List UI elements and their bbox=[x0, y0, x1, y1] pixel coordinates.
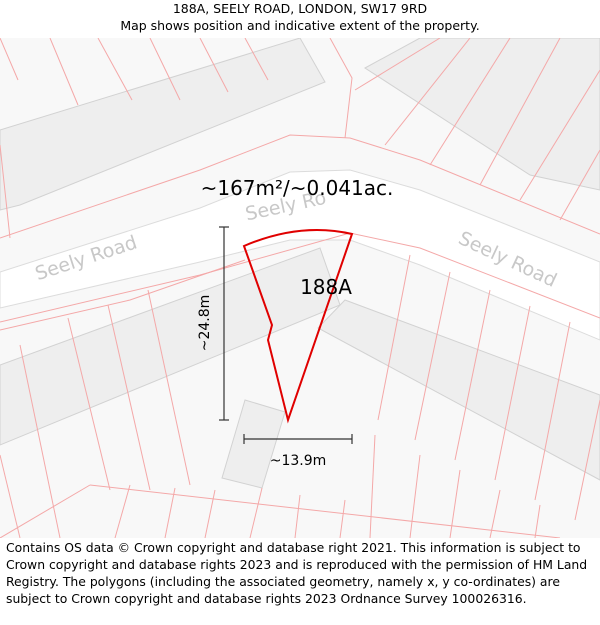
parcel-line bbox=[454, 289, 491, 461]
parcel-line bbox=[0, 38, 19, 81]
height-measure bbox=[219, 226, 229, 421]
parcel-line bbox=[339, 499, 346, 538]
width-measure bbox=[243, 434, 353, 444]
parcel-line bbox=[449, 469, 461, 538]
parcel-line bbox=[0, 454, 21, 538]
buildings bbox=[0, 38, 600, 489]
parcel-line bbox=[429, 38, 511, 166]
parcel-line bbox=[107, 304, 151, 491]
parcel-line bbox=[534, 504, 541, 538]
parcel-line bbox=[494, 305, 531, 481]
parcel-line bbox=[164, 487, 176, 538]
parcel-line bbox=[534, 321, 571, 501]
parcel-line bbox=[414, 271, 451, 441]
building bbox=[317, 299, 600, 481]
parcel-line bbox=[114, 484, 131, 538]
parcel-line bbox=[149, 38, 181, 101]
property-outline[interactable] bbox=[242, 229, 354, 424]
parcel-line bbox=[559, 149, 600, 221]
parcel-line bbox=[49, 38, 79, 106]
parcel-line bbox=[489, 489, 501, 538]
parcel-line bbox=[377, 254, 411, 421]
width-measure-label: ~13.9m bbox=[270, 453, 327, 469]
building bbox=[0, 38, 326, 211]
parcel-line bbox=[147, 289, 191, 486]
height-measure-label: ~24.8m bbox=[197, 295, 213, 352]
parcel-line bbox=[294, 494, 301, 538]
parcel-line bbox=[329, 38, 353, 139]
parcel-line bbox=[249, 487, 263, 538]
seely-road bbox=[0, 169, 600, 341]
parcel-line bbox=[519, 69, 600, 201]
parcel-line bbox=[0, 144, 11, 239]
map-header: 188A, SEELY ROAD, LONDON, SW17 9RD Map s… bbox=[0, 0, 600, 38]
building bbox=[364, 38, 600, 191]
parcel-line bbox=[479, 38, 561, 186]
parcel-line bbox=[0, 259, 246, 331]
copyright-notice: Contains OS data © Crown copyright and d… bbox=[6, 540, 588, 606]
parcel-line bbox=[19, 344, 61, 538]
parcel-line bbox=[89, 484, 561, 538]
parcel-line bbox=[0, 134, 600, 239]
parcel-line bbox=[574, 399, 600, 521]
parcel-line bbox=[409, 454, 421, 538]
parcel-line bbox=[97, 38, 133, 101]
parcel-line bbox=[384, 38, 471, 146]
map-subtitle: Map shows position and indicative extent… bbox=[120, 18, 480, 33]
parcel-line bbox=[67, 317, 111, 491]
parcel-line bbox=[199, 38, 229, 93]
parcel-line bbox=[354, 38, 441, 91]
property-label: 188A bbox=[300, 275, 352, 299]
parcel-line bbox=[0, 484, 91, 538]
parcel-line bbox=[204, 489, 216, 538]
property-map[interactable]: Seely Road Seely Road Seely Ro ~167m²/~0… bbox=[0, 38, 600, 538]
area-label: ~167m²/~0.041ac. bbox=[201, 176, 394, 200]
parcel-line bbox=[244, 38, 269, 81]
property-title: 188A, SEELY ROAD, LONDON, SW17 9RD bbox=[172, 1, 428, 16]
parcel-boundaries bbox=[0, 38, 600, 538]
parcel-line bbox=[369, 434, 376, 538]
